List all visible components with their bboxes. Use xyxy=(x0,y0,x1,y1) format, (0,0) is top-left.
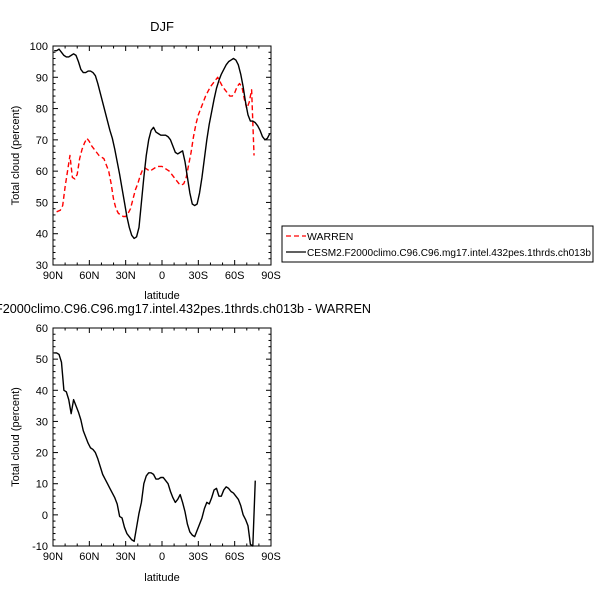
y-tick-label: -10 xyxy=(32,541,48,553)
y-tick-label: 70 xyxy=(36,135,48,147)
series-line-cesm2 xyxy=(54,48,271,240)
y-tick-label: 50 xyxy=(36,354,48,366)
x-axis-label: latitude xyxy=(144,572,179,584)
plot-lines xyxy=(54,352,256,547)
y-tick-label: 40 xyxy=(36,385,48,397)
x-tick-label: 60N xyxy=(79,270,99,282)
x-tick-label: 60N xyxy=(79,551,99,563)
x-tick-label: 0 xyxy=(159,551,165,563)
y-tick-label: 10 xyxy=(36,479,48,491)
x-tick-label: 0 xyxy=(159,270,165,282)
x-tick-label: 60S xyxy=(225,270,245,282)
x-tick-label: 30S xyxy=(189,551,209,563)
x-tick-label: 90N xyxy=(43,270,63,282)
x-tick-label: 90S xyxy=(261,551,281,563)
x-tick-label: 30S xyxy=(189,270,209,282)
y-tick-label: 40 xyxy=(36,229,48,241)
x-tick-label: 90N xyxy=(43,551,63,563)
x-tick-label: 30N xyxy=(116,270,136,282)
y-axis: 30 40 50 60 70 80 90 100 xyxy=(30,41,271,272)
y-tick-label: 60 xyxy=(36,323,48,335)
plot-frame xyxy=(52,45,272,266)
legend-box xyxy=(281,225,594,263)
y-axis: -10 0 10 20 30 40 50 60 xyxy=(32,323,271,553)
x-tick-label: 30N xyxy=(116,551,136,563)
legend: WARREN CESM2.F2000climo.C96.C96.mg17.int… xyxy=(281,225,594,263)
legend-label-cesm2: CESM2.F2000climo.C96.C96.mg17.intel.432p… xyxy=(307,247,591,259)
x-tick-label: 60S xyxy=(225,551,245,563)
legend-label-warren: WARREN xyxy=(307,231,353,243)
chart-title: DJF xyxy=(150,19,174,34)
y-tick-label: 30 xyxy=(36,416,48,428)
x-axis-label: latitude xyxy=(144,290,179,302)
y-tick-label: 0 xyxy=(42,510,48,522)
y-tick-label: 90 xyxy=(36,72,48,84)
y-tick-label: 100 xyxy=(30,41,48,53)
chart-title: F2000climo.C96.C96.mg17.intel.432pes.1th… xyxy=(0,301,371,316)
chart-difference: F2000climo.C96.C96.mg17.intel.432pes.1th… xyxy=(0,301,371,584)
series-line-difference xyxy=(54,352,256,547)
plot-lines xyxy=(54,48,271,240)
y-tick-label: 60 xyxy=(36,166,48,178)
y-tick-label: 20 xyxy=(36,448,48,460)
y-axis-label: Total cloud (percent) xyxy=(10,106,22,206)
y-axis-label: Total cloud (percent) xyxy=(10,387,22,487)
series-line-warren xyxy=(56,76,255,218)
x-axis: 90N 60N 30N 0 30S 60S 90S xyxy=(43,328,281,563)
x-tick-label: 90S xyxy=(261,270,281,282)
x-axis: 90N 60N 30N 0 30S 60S 90S xyxy=(43,46,281,282)
y-tick-label: 30 xyxy=(36,260,48,272)
y-tick-label: 50 xyxy=(36,197,48,209)
y-tick-label: 80 xyxy=(36,104,48,116)
